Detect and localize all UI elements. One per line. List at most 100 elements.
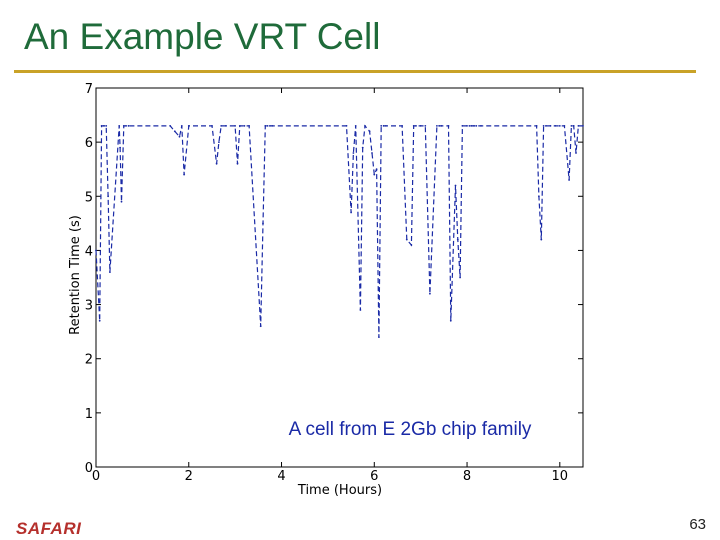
- data-point: [385, 125, 387, 127]
- data-point: [380, 125, 383, 127]
- data-point: [178, 135, 181, 138]
- data-point: [412, 125, 415, 127]
- x-tick-label: 10: [552, 469, 569, 484]
- data-point: [438, 125, 441, 127]
- data-point: [473, 125, 475, 127]
- data-point: [225, 125, 227, 127]
- data-point: [371, 152, 373, 154]
- data-point: [429, 292, 431, 295]
- data-point: [424, 125, 427, 127]
- data-point: [236, 162, 239, 165]
- data-point: [238, 125, 241, 127]
- data-point: [120, 200, 123, 203]
- y-tick-label: 1: [85, 407, 93, 422]
- data-point: [549, 125, 552, 127]
- data-point: [456, 238, 459, 241]
- y-tick-label: 0: [85, 461, 93, 476]
- data-point: [454, 184, 457, 187]
- data-point: [173, 130, 176, 133]
- y-tick-label: 6: [85, 136, 93, 151]
- data-point: [401, 125, 403, 127]
- y-axis-label: Retention Time (s): [68, 215, 83, 335]
- data-point: [127, 125, 130, 127]
- data-point: [271, 125, 274, 127]
- data-point: [449, 319, 452, 322]
- data-point: [218, 141, 220, 144]
- data-point: [180, 125, 183, 127]
- y-tick-label: 2: [85, 353, 93, 368]
- data-point: [248, 125, 251, 127]
- data-point: [125, 125, 127, 127]
- data-point: [187, 125, 190, 127]
- chart-annotation: A cell from E 2Gb chip family: [289, 419, 532, 440]
- series-group: [95, 124, 584, 338]
- data-point: [109, 271, 111, 273]
- y-tick-label: 7: [85, 82, 93, 97]
- data-point: [269, 125, 271, 127]
- data-point: [169, 125, 172, 127]
- data-point: [350, 211, 352, 214]
- slide-title: An Example VRT Cell: [24, 16, 381, 57]
- data-point: [215, 162, 218, 165]
- x-axis-label: Time (Hours): [297, 483, 382, 498]
- data-point: [266, 125, 269, 127]
- data-point: [436, 125, 438, 127]
- data-point: [535, 125, 538, 127]
- data-point: [352, 152, 355, 154]
- y-tick-label: 5: [85, 190, 93, 205]
- x-tick-label: 0: [92, 469, 100, 484]
- y-tick-label: 4: [85, 244, 93, 259]
- data-point: [570, 125, 573, 127]
- safari-logo: SAFARI: [16, 519, 82, 538]
- data-point: [447, 125, 450, 127]
- plot-frame: [95, 87, 584, 468]
- data-point: [118, 125, 121, 127]
- data-point: [375, 168, 378, 171]
- data-point: [105, 125, 108, 127]
- data-point: [262, 222, 264, 225]
- data-point: [582, 125, 584, 127]
- data-point: [354, 125, 357, 127]
- data-point: [466, 125, 468, 127]
- y-axis-ticks: 0 1 2 3 4 5 6 7: [85, 82, 583, 476]
- data-point: [577, 125, 580, 127]
- data-point: [211, 125, 213, 127]
- data-point: [364, 125, 366, 127]
- data-point: [98, 319, 101, 322]
- data-point: [575, 152, 577, 154]
- data-point: [419, 125, 422, 127]
- data-point: [243, 125, 246, 127]
- data-point: [368, 130, 371, 133]
- data-point: [568, 179, 570, 181]
- data-point: [410, 244, 413, 246]
- data-point: [545, 125, 547, 127]
- page-number: 63: [689, 516, 706, 533]
- data-point: [103, 125, 105, 127]
- data-point: [440, 125, 443, 127]
- data-point: [558, 125, 561, 127]
- x-tick-label: 2: [185, 469, 193, 484]
- x-tick-label: 6: [370, 469, 378, 484]
- data-point: [459, 276, 461, 279]
- data-point: [415, 125, 417, 127]
- series-line: [95, 124, 583, 338]
- data-point: [475, 125, 478, 127]
- data-point: [220, 125, 223, 127]
- data-point: [378, 336, 380, 338]
- data-point: [107, 195, 109, 198]
- data-point: [234, 125, 237, 127]
- data-point: [382, 125, 385, 127]
- x-tick-label: 4: [277, 469, 285, 484]
- y-tick-label: 3: [85, 299, 93, 314]
- data-point: [470, 125, 473, 127]
- data-point: [461, 125, 464, 127]
- data-point: [259, 325, 262, 328]
- data-point: [468, 125, 471, 127]
- data-point: [361, 146, 364, 149]
- data-point: [100, 125, 103, 127]
- data-point: [572, 125, 575, 127]
- data-point: [542, 125, 545, 127]
- data-point: [480, 125, 482, 127]
- data-point: [264, 125, 267, 127]
